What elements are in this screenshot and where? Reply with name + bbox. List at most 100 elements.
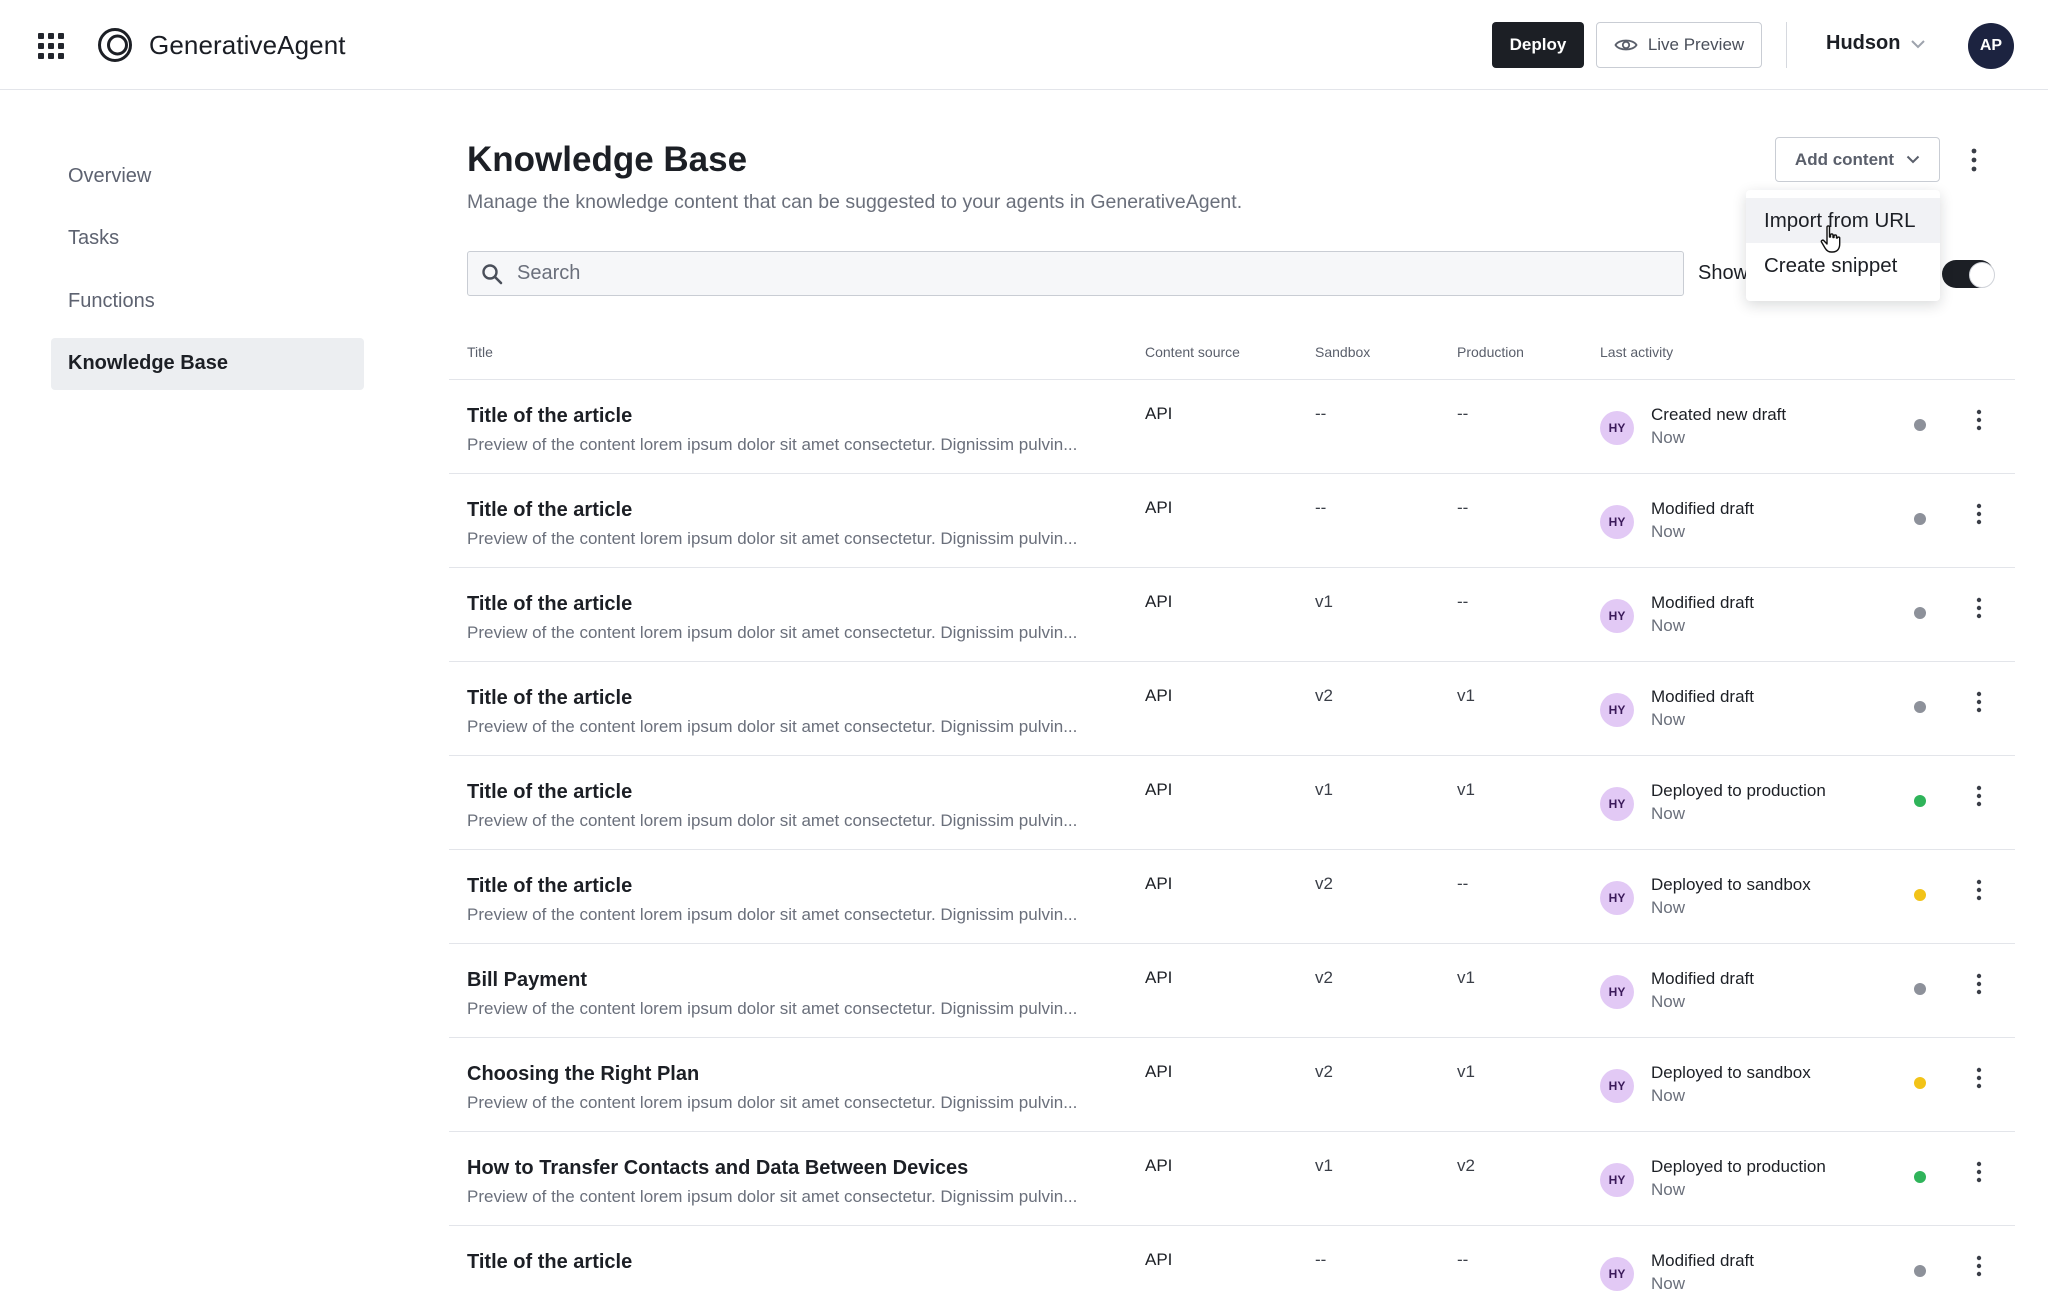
row-user-avatar: HY	[1600, 881, 1634, 915]
row-title[interactable]: Title of the article	[467, 687, 633, 709]
menu-item-import-from-url[interactable]: Import from URL	[1746, 198, 1940, 243]
row-sandbox-version: --	[1315, 404, 1327, 423]
row-title[interactable]: Title of the article	[467, 405, 633, 427]
table-row[interactable]: Title of the article Preview of the cont…	[449, 756, 2015, 850]
row-title[interactable]: Title of the article	[467, 875, 633, 897]
row-content-source: API	[1145, 780, 1173, 799]
sidebar-item-knowledge-base[interactable]: Knowledge Base	[51, 337, 364, 390]
page-title: Knowledge Base	[467, 140, 748, 179]
row-title[interactable]: How to Transfer Contacts and Data Betwee…	[467, 1157, 969, 1179]
more-options-icon[interactable]	[1961, 145, 1987, 175]
row-sandbox-version: v2	[1315, 686, 1333, 705]
row-activity: Deployed to production	[1651, 1157, 1826, 1176]
row-more-options-icon[interactable]	[1969, 500, 1989, 528]
row-content-source: API	[1145, 968, 1173, 987]
row-title[interactable]: Title of the article	[467, 781, 633, 803]
row-activity-time: Now	[1651, 804, 1686, 823]
table-row[interactable]: Choosing the Right Plan Preview of the c…	[449, 1038, 2015, 1132]
org-selector[interactable]: Hudson	[1826, 32, 1926, 55]
row-sandbox-version: --	[1315, 498, 1327, 517]
user-avatar[interactable]: AP	[1968, 23, 2014, 69]
row-activity-time: Now	[1651, 992, 1686, 1011]
column-sandbox[interactable]: Sandbox	[1315, 344, 1371, 360]
sidebar-item-overview[interactable]: Overview	[68, 164, 152, 187]
status-dot	[1914, 701, 1926, 713]
row-activity-time: Now	[1651, 1274, 1686, 1293]
column-content-source[interactable]: Content source	[1145, 344, 1240, 360]
row-sandbox-version: v2	[1315, 1062, 1333, 1081]
table-row[interactable]: How to Transfer Contacts and Data Betwee…	[449, 1132, 2015, 1226]
row-production-version: v1	[1457, 780, 1475, 799]
row-activity: Deployed to sandbox	[1651, 1063, 1811, 1082]
row-preview: Preview of the content lorem ipsum dolor…	[467, 811, 1078, 830]
column-last-activity[interactable]: Last activity	[1600, 344, 1674, 360]
row-preview: Preview of the content lorem ipsum dolor…	[467, 905, 1078, 924]
column-production[interactable]: Production	[1457, 344, 1524, 360]
row-user-avatar: HY	[1600, 787, 1634, 821]
row-title[interactable]: Title of the article	[467, 1251, 633, 1273]
add-content-button[interactable]: Add content	[1775, 137, 1940, 182]
row-title[interactable]: Choosing the Right Plan	[467, 1063, 700, 1085]
row-activity: Created new draft	[1651, 405, 1787, 424]
row-activity: Modified draft	[1651, 687, 1754, 706]
table-row[interactable]: Bill Payment Preview of the content lore…	[449, 944, 2015, 1038]
sidebar-item-functions[interactable]: Functions	[68, 289, 155, 312]
row-more-options-icon[interactable]	[1969, 782, 1989, 810]
row-more-options-icon[interactable]	[1969, 1252, 1989, 1280]
row-title[interactable]: Title of the article	[467, 593, 633, 615]
row-more-options-icon[interactable]	[1969, 594, 1989, 622]
sidebar-item-tasks[interactable]: Tasks	[68, 227, 120, 249]
row-user-avatar: HY	[1600, 505, 1634, 539]
row-more-options-icon[interactable]	[1969, 406, 1989, 434]
row-more-options-icon[interactable]	[1969, 876, 1989, 904]
table-row[interactable]: Title of the article Preview of the cont…	[449, 474, 2015, 568]
row-more-options-icon[interactable]	[1969, 970, 1989, 998]
menu-item-create-snippet[interactable]: Create snippet	[1764, 253, 1898, 277]
table-row[interactable]: Title of the article Preview of the cont…	[449, 850, 2015, 944]
row-user-avatar: HY	[1600, 1069, 1634, 1103]
eye-icon	[1614, 39, 1638, 51]
row-preview: Preview of the content lorem ipsum dolor…	[467, 717, 1078, 736]
row-production-version: --	[1457, 874, 1469, 893]
table-row[interactable]: Title of the article Preview of the cont…	[449, 380, 2015, 474]
chevron-down-icon	[1906, 155, 1920, 164]
row-title[interactable]: Bill Payment	[467, 969, 588, 991]
row-sandbox-version: --	[1315, 1250, 1327, 1269]
row-sandbox-version: v1	[1315, 1156, 1333, 1175]
row-activity-time: Now	[1651, 428, 1686, 447]
column-title[interactable]: Title	[467, 344, 493, 360]
show-toggle-label: Show	[1698, 262, 1749, 284]
row-production-version: v2	[1457, 1156, 1475, 1175]
add-content-label: Add content	[1794, 149, 1895, 169]
row-activity: Modified draft	[1651, 593, 1754, 612]
sidebar-nav: Overview Tasks Functions Knowledge Base	[51, 150, 364, 400]
row-title[interactable]: Title of the article	[467, 499, 633, 521]
table-row[interactable]: Title of the article Preview of the cont…	[449, 662, 2015, 756]
row-content-source: API	[1145, 1156, 1173, 1175]
row-user-avatar: HY	[1600, 693, 1634, 727]
status-dot	[1914, 983, 1926, 995]
row-more-options-icon[interactable]	[1969, 688, 1989, 716]
row-user-avatar: HY	[1600, 599, 1634, 633]
table-row[interactable]: Title of the article API -- -- HY Modifi…	[449, 1226, 2015, 1294]
add-content-menu: Import from URL Create snippet	[1746, 190, 1940, 301]
row-content-source: API	[1145, 1250, 1173, 1269]
row-more-options-icon[interactable]	[1969, 1158, 1989, 1186]
table-row[interactable]: Title of the article Preview of the cont…	[449, 568, 2015, 662]
deploy-button[interactable]: Deploy	[1492, 22, 1584, 68]
row-preview: Preview of the content lorem ipsum dolor…	[467, 623, 1078, 642]
status-dot	[1914, 1265, 1926, 1277]
show-toggle[interactable]	[1942, 260, 1995, 288]
row-production-version: v1	[1457, 686, 1475, 705]
row-content-source: API	[1145, 874, 1173, 893]
status-dot	[1914, 419, 1926, 431]
live-preview-label: Live Preview	[1647, 35, 1745, 54]
row-production-version: v1	[1457, 1062, 1475, 1081]
table-header: Title Content source Sandbox Production …	[449, 330, 2015, 380]
app-grid-icon[interactable]	[38, 33, 64, 59]
row-sandbox-version: v2	[1315, 874, 1333, 893]
row-activity: Modified draft	[1651, 499, 1754, 518]
live-preview-button[interactable]: Live Preview	[1596, 22, 1762, 68]
row-more-options-icon[interactable]	[1969, 1064, 1989, 1092]
search-input[interactable]	[517, 262, 1617, 285]
